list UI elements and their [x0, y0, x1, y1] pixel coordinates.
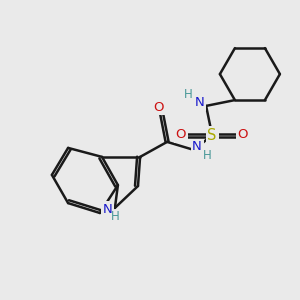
Text: N: N	[192, 140, 202, 154]
Text: O: O	[176, 128, 186, 142]
Text: O: O	[238, 128, 248, 142]
Text: H: H	[184, 88, 193, 101]
Text: H: H	[203, 149, 212, 162]
Text: H: H	[111, 210, 120, 224]
Text: N: N	[103, 203, 112, 216]
Text: S: S	[207, 128, 217, 142]
Text: O: O	[153, 100, 164, 114]
Text: N: N	[194, 96, 204, 110]
